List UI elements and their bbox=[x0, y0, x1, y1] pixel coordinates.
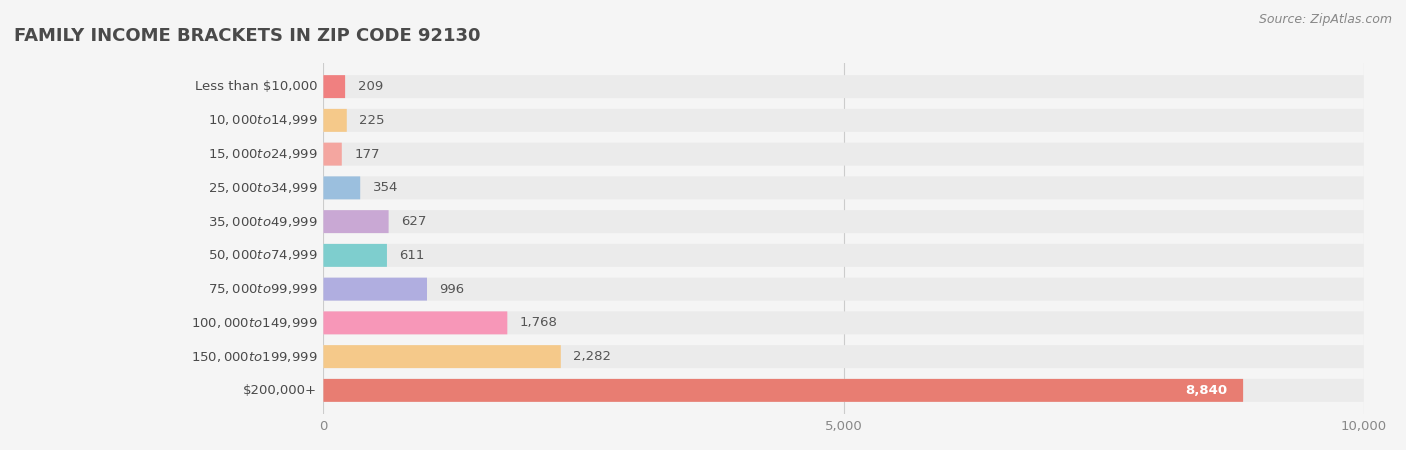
Text: 8,840: 8,840 bbox=[1185, 384, 1227, 397]
Text: $75,000 to $99,999: $75,000 to $99,999 bbox=[208, 282, 318, 296]
FancyBboxPatch shape bbox=[323, 109, 1364, 132]
FancyBboxPatch shape bbox=[323, 210, 1364, 233]
Text: $100,000 to $149,999: $100,000 to $149,999 bbox=[191, 316, 318, 330]
Text: 354: 354 bbox=[373, 181, 398, 194]
Text: $50,000 to $74,999: $50,000 to $74,999 bbox=[208, 248, 318, 262]
Text: 996: 996 bbox=[440, 283, 464, 296]
Text: Source: ZipAtlas.com: Source: ZipAtlas.com bbox=[1258, 14, 1392, 27]
FancyBboxPatch shape bbox=[323, 311, 508, 334]
Text: $15,000 to $24,999: $15,000 to $24,999 bbox=[208, 147, 318, 161]
FancyBboxPatch shape bbox=[323, 379, 1243, 402]
FancyBboxPatch shape bbox=[323, 345, 1364, 368]
Text: $25,000 to $34,999: $25,000 to $34,999 bbox=[208, 181, 318, 195]
Text: Less than $10,000: Less than $10,000 bbox=[194, 80, 318, 93]
Text: 2,282: 2,282 bbox=[574, 350, 612, 363]
FancyBboxPatch shape bbox=[323, 176, 1364, 199]
FancyBboxPatch shape bbox=[323, 75, 344, 98]
FancyBboxPatch shape bbox=[323, 311, 1364, 334]
Text: FAMILY INCOME BRACKETS IN ZIP CODE 92130: FAMILY INCOME BRACKETS IN ZIP CODE 92130 bbox=[14, 27, 481, 45]
Text: 225: 225 bbox=[360, 114, 385, 127]
Text: $150,000 to $199,999: $150,000 to $199,999 bbox=[191, 350, 318, 364]
FancyBboxPatch shape bbox=[323, 143, 342, 166]
FancyBboxPatch shape bbox=[323, 278, 427, 301]
FancyBboxPatch shape bbox=[323, 143, 1364, 166]
Text: 627: 627 bbox=[401, 215, 426, 228]
Text: $10,000 to $14,999: $10,000 to $14,999 bbox=[208, 113, 318, 127]
FancyBboxPatch shape bbox=[323, 176, 360, 199]
FancyBboxPatch shape bbox=[323, 109, 347, 132]
Text: $35,000 to $49,999: $35,000 to $49,999 bbox=[208, 215, 318, 229]
Text: 611: 611 bbox=[399, 249, 425, 262]
FancyBboxPatch shape bbox=[323, 345, 561, 368]
FancyBboxPatch shape bbox=[323, 75, 1364, 98]
FancyBboxPatch shape bbox=[323, 379, 1364, 402]
FancyBboxPatch shape bbox=[323, 210, 388, 233]
FancyBboxPatch shape bbox=[323, 278, 1364, 301]
Text: $200,000+: $200,000+ bbox=[243, 384, 318, 397]
Text: 209: 209 bbox=[357, 80, 382, 93]
FancyBboxPatch shape bbox=[323, 244, 1364, 267]
Text: 177: 177 bbox=[354, 148, 380, 161]
FancyBboxPatch shape bbox=[323, 244, 387, 267]
Text: 1,768: 1,768 bbox=[520, 316, 558, 329]
